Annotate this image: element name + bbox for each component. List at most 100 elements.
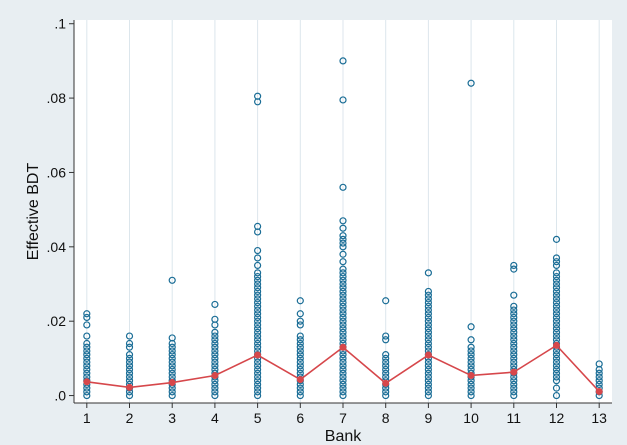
data-point — [339, 321, 347, 329]
data-point — [254, 321, 262, 329]
data-point — [510, 321, 518, 329]
mean-point — [168, 379, 176, 387]
data-point — [339, 306, 347, 314]
data-point — [211, 391, 219, 400]
data-point — [125, 343, 134, 351]
data-point — [339, 328, 347, 336]
mean-point — [552, 341, 560, 349]
data-point — [595, 360, 603, 368]
data-point — [552, 235, 561, 243]
data-point — [510, 380, 518, 389]
data-point — [382, 369, 390, 377]
data-point — [510, 325, 518, 333]
data-point — [552, 272, 561, 281]
data-point — [339, 272, 347, 281]
y-tick-label: .0 — [54, 388, 66, 404]
data-point — [168, 354, 176, 362]
data-point — [424, 373, 432, 381]
data-point — [510, 302, 518, 310]
data-point — [552, 351, 561, 359]
data-point — [339, 302, 347, 310]
data-point — [467, 79, 475, 87]
data-point — [125, 373, 134, 381]
data-point — [552, 384, 561, 392]
data-point — [424, 365, 432, 374]
data-point — [254, 336, 262, 344]
data-point — [296, 354, 304, 362]
data-point — [510, 339, 518, 348]
data-point — [424, 269, 432, 277]
data-point — [254, 328, 262, 336]
data-point — [296, 351, 304, 359]
data-point — [424, 295, 432, 303]
data-point — [339, 384, 347, 392]
data-point — [510, 391, 518, 400]
data-point — [552, 358, 561, 366]
data-point — [339, 183, 347, 191]
data-point — [424, 369, 432, 377]
data-point — [424, 325, 432, 333]
data-point — [339, 235, 347, 243]
data-point — [595, 373, 603, 381]
data-point — [254, 317, 262, 325]
data-point — [254, 388, 262, 396]
data-point — [83, 365, 91, 374]
data-point — [339, 224, 347, 232]
data-point — [424, 302, 432, 310]
data-point — [339, 280, 347, 288]
data-point — [254, 287, 262, 296]
data-point — [339, 313, 347, 322]
data-point — [552, 313, 561, 322]
data-point — [510, 354, 518, 362]
data-point — [83, 313, 91, 322]
data-point — [254, 269, 262, 277]
data-point — [552, 377, 561, 385]
data-point — [211, 380, 219, 389]
y-tick-label: .04 — [47, 239, 67, 255]
data-point — [254, 261, 262, 270]
data-point — [296, 310, 304, 318]
data-point — [424, 328, 432, 336]
data-point — [552, 295, 561, 303]
data-point — [382, 332, 390, 340]
data-point — [552, 332, 561, 340]
data-point — [339, 325, 347, 333]
data-point — [424, 317, 432, 325]
data-point — [168, 362, 176, 370]
data-point — [552, 306, 561, 314]
data-point — [339, 295, 347, 303]
data-point — [211, 315, 219, 323]
data-point — [510, 265, 518, 273]
data-point — [339, 57, 347, 65]
data-point — [168, 358, 176, 366]
mean-point — [467, 371, 475, 379]
data-point — [467, 347, 475, 355]
data-point — [254, 246, 262, 255]
data-point — [510, 310, 518, 318]
data-point — [552, 269, 561, 277]
data-point — [552, 328, 561, 336]
data-point — [510, 336, 518, 344]
data-point — [254, 276, 262, 284]
data-point — [339, 354, 347, 362]
x-tick-label: 4 — [211, 410, 219, 426]
data-point — [339, 291, 347, 299]
data-point — [552, 287, 561, 296]
data-point — [168, 343, 176, 351]
data-point — [254, 310, 262, 318]
data-point — [552, 391, 561, 400]
data-point — [339, 358, 347, 366]
data-point — [339, 332, 347, 340]
data-point — [382, 365, 390, 374]
data-point — [211, 354, 219, 362]
data-point — [125, 351, 134, 359]
data-point — [424, 380, 432, 389]
x-tick-label: 1 — [83, 410, 91, 426]
data-point — [510, 306, 518, 314]
data-point — [552, 325, 561, 333]
data-point — [211, 388, 219, 396]
data-point — [339, 388, 347, 396]
data-point — [168, 351, 176, 359]
